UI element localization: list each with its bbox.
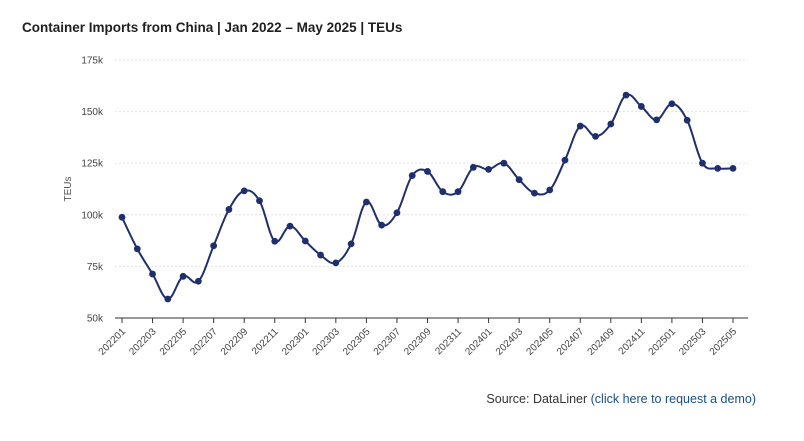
x-axis: 202201 202203 202205 202207 202209 202211 2023… — [97, 317, 748, 358]
data-point — [301, 237, 309, 245]
series-line — [121, 93, 734, 301]
x-tick-label: 202203 — [127, 326, 159, 358]
x-tick-label: 202305 — [341, 326, 373, 358]
source-note: Source: DataLiner (click here to request… — [486, 392, 756, 406]
data-point — [317, 251, 324, 259]
data-point — [454, 188, 462, 196]
request-demo-link[interactable]: (click here to request a demo) — [590, 392, 756, 406]
series-layer — [118, 91, 737, 303]
data-point — [439, 188, 447, 196]
x-tick-label: 202411 — [617, 326, 648, 357]
data-point — [256, 197, 263, 205]
grid-lines — [115, 59, 748, 267]
x-tick-label: 202403 — [494, 326, 526, 358]
x-tick-label: 202209 — [219, 326, 251, 358]
data-point — [729, 164, 737, 172]
source-text: Source: DataLiner — [486, 392, 591, 406]
data-point — [469, 163, 477, 171]
data-point — [164, 295, 172, 303]
y-tick-label: 100k — [81, 210, 104, 221]
x-tick-label: 202301 — [280, 326, 312, 358]
data-point — [332, 259, 340, 267]
y-tick-label: 175k — [81, 56, 104, 67]
data-point — [378, 221, 386, 229]
y-tick-label: 50k — [87, 314, 104, 325]
data-point — [118, 213, 126, 221]
y-tick-label: 75k — [87, 262, 104, 273]
data-point — [347, 240, 355, 248]
x-tick-label: 202307 — [372, 326, 404, 358]
data-point — [607, 120, 615, 128]
data-point — [531, 189, 538, 197]
x-tick-label: 202503 — [677, 326, 709, 358]
x-tick-label: 202407 — [555, 326, 587, 358]
x-tick-label: 202303 — [311, 326, 343, 358]
data-point — [363, 198, 370, 206]
y-tick-label: 150k — [81, 107, 104, 118]
data-point — [393, 209, 401, 217]
data-point — [699, 159, 706, 167]
x-tick-label: 202401 — [463, 326, 495, 358]
data-point — [194, 277, 202, 285]
data-point — [225, 206, 233, 213]
data-point — [210, 242, 218, 250]
data-point — [485, 165, 492, 173]
data-point — [653, 116, 661, 124]
chart-title: Container Imports from China | Jan 2022 … — [22, 20, 403, 35]
data-point — [149, 270, 156, 278]
x-tick-label: 202309 — [402, 326, 434, 358]
x-tick-label: 202207 — [188, 326, 220, 358]
data-point — [714, 164, 722, 172]
data-point — [500, 159, 508, 167]
data-point — [133, 245, 141, 253]
data-point — [408, 172, 416, 179]
data-point — [637, 103, 645, 110]
data-point — [546, 186, 554, 194]
y-axis-title: TEUs — [63, 177, 74, 202]
data-point — [592, 132, 599, 140]
x-tick-label: 202311 — [433, 326, 464, 357]
data-point — [271, 237, 279, 245]
x-tick-label: 202205 — [158, 326, 190, 358]
y-tick-label: 125k — [81, 159, 104, 170]
data-point — [286, 222, 294, 230]
data-point — [240, 187, 248, 195]
x-tick-label: 202505 — [708, 326, 740, 358]
x-tick-label: 202501 — [647, 326, 679, 358]
x-tick-label: 202409 — [586, 326, 618, 358]
y-axis: 50k 75k 100k 125k 150k 175k TEUs — [63, 56, 104, 325]
data-point — [179, 272, 187, 280]
data-point — [576, 122, 584, 130]
data-point — [622, 91, 630, 99]
x-tick-label: 202201 — [97, 326, 129, 358]
x-tick-label: 202405 — [524, 326, 556, 358]
data-point — [424, 168, 431, 175]
data-point — [668, 100, 676, 108]
data-point — [683, 116, 691, 124]
x-tick-label: 202211 — [250, 326, 281, 357]
data-point — [561, 156, 569, 164]
data-point — [515, 176, 523, 184]
